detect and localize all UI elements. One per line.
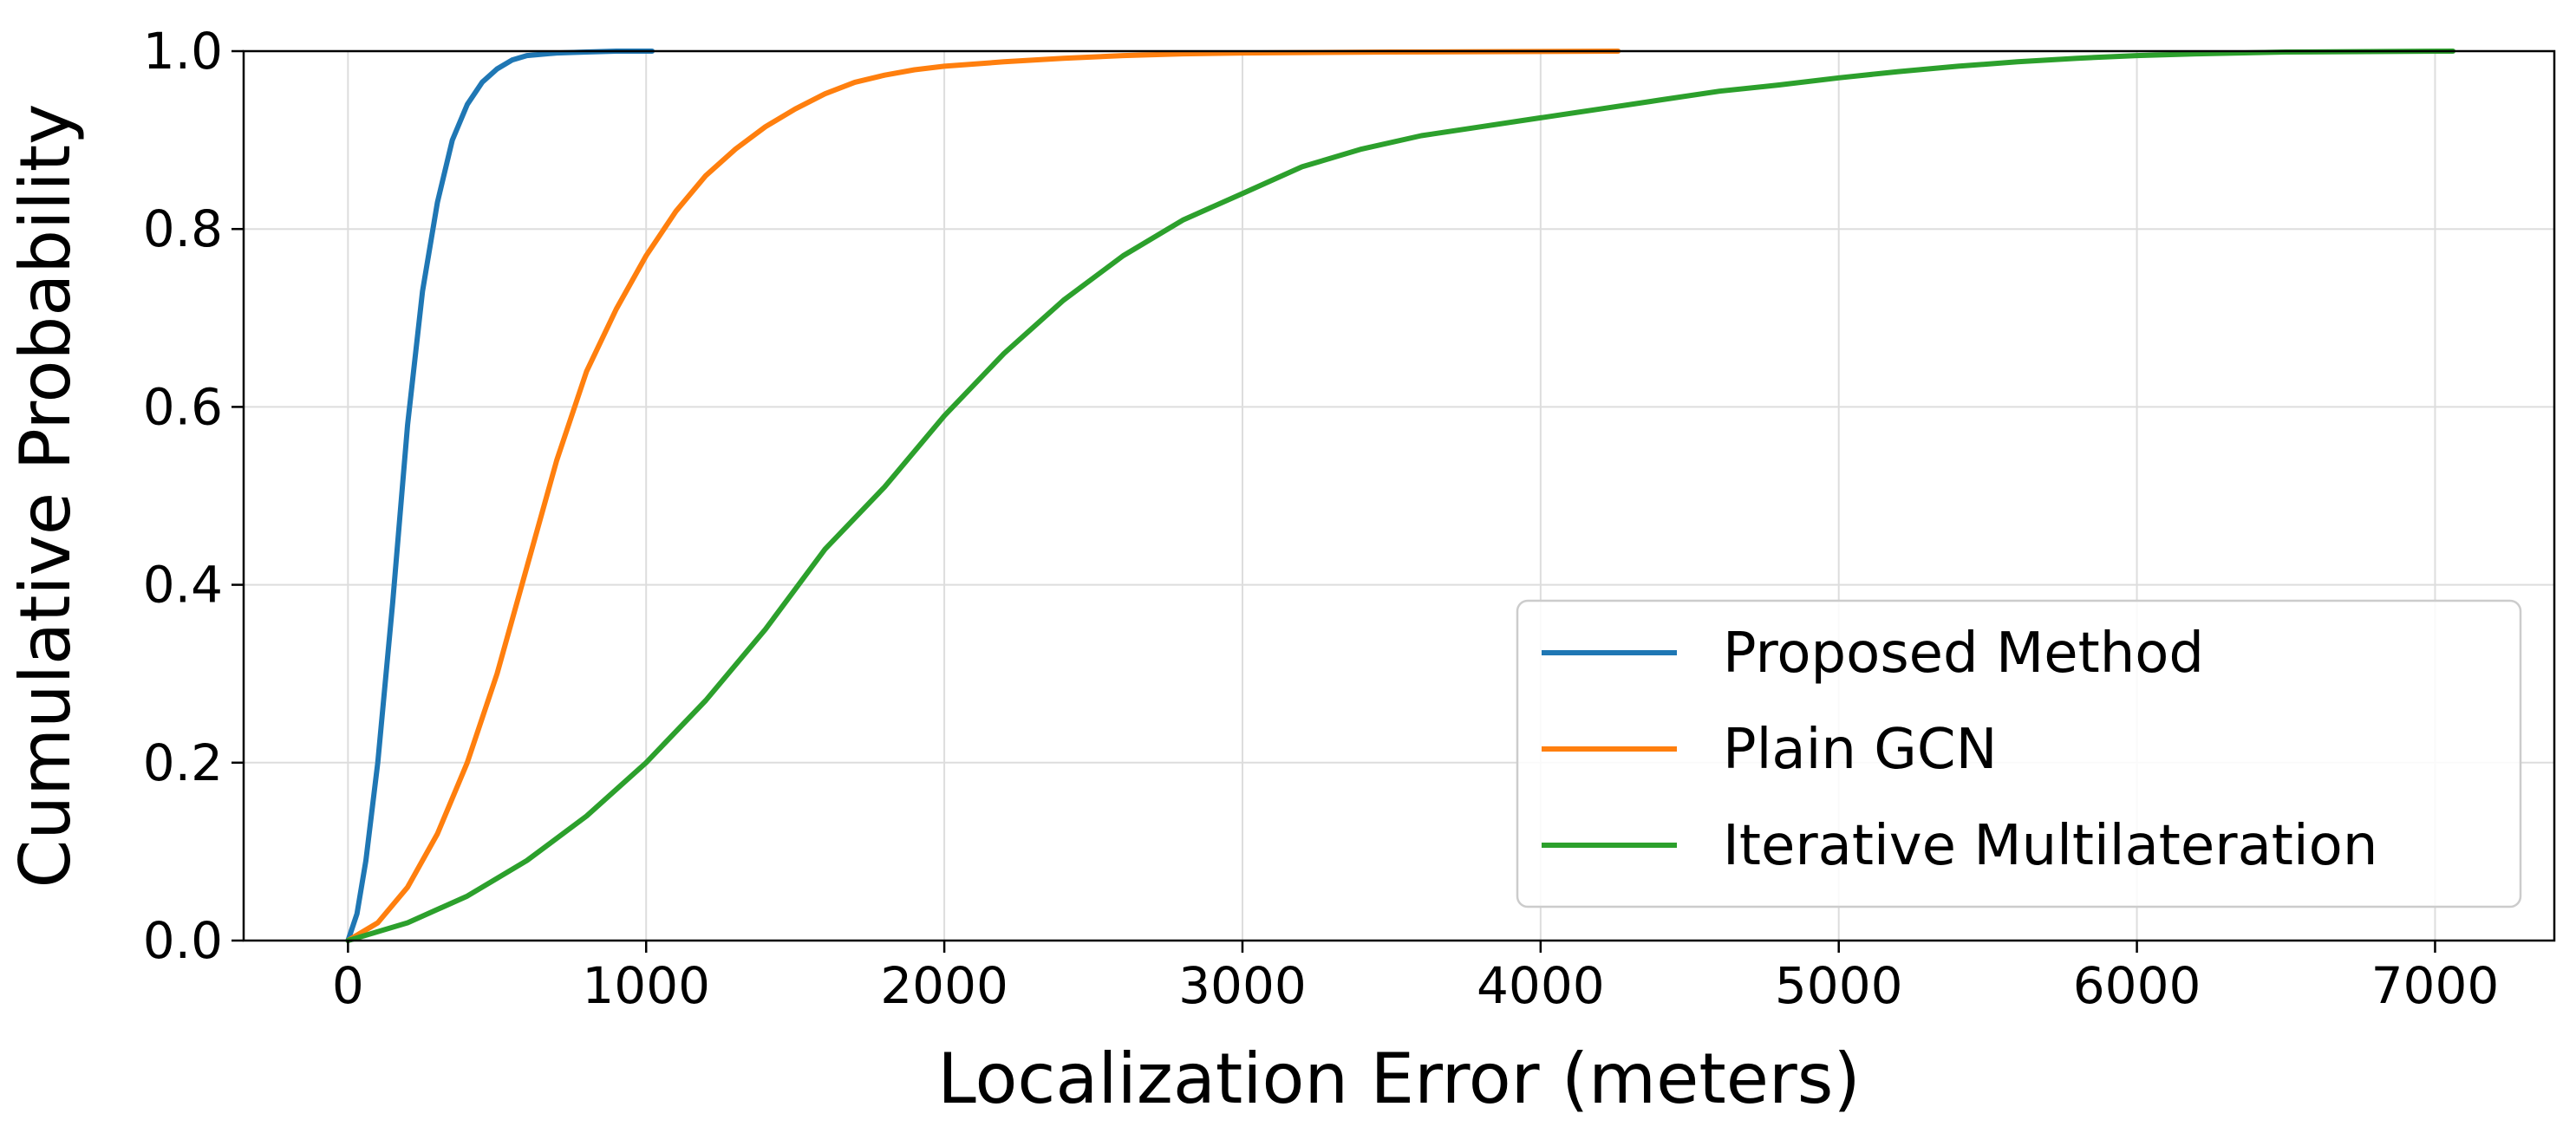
- series-line-iterative-multilateration: [345, 49, 2456, 943]
- series-line-proposed-method: [345, 49, 655, 943]
- x-tick-label: 7000: [2371, 956, 2500, 1015]
- x-axis-ticks: 0 1000 2000 3000 4000 5000 6000 7000: [332, 941, 2499, 1015]
- x-axis-label: Localization Error (meters): [937, 1039, 1860, 1119]
- y-tick-label: 0.6: [143, 377, 223, 436]
- y-axis-label: Cumulative Probability: [5, 104, 86, 889]
- x-tick-label: 5000: [1775, 956, 1903, 1015]
- legend-label: Proposed Method: [1723, 622, 2204, 686]
- x-tick-label: 6000: [2073, 956, 2201, 1015]
- y-tick-label: 1.0: [143, 22, 223, 81]
- y-tick-label: 0.8: [143, 199, 223, 258]
- x-tick-label: 1000: [582, 956, 710, 1015]
- legend-label: Iterative Multilateration: [1723, 814, 2377, 878]
- y-tick-label: 0.4: [143, 556, 223, 615]
- y-tick-label: 0.0: [143, 911, 223, 970]
- series-line-plain-gcn: [345, 49, 1621, 943]
- y-axis-ticks: 0.0 0.2 0.4 0.6 0.8 1.0: [143, 22, 244, 970]
- x-tick-label: 0: [332, 956, 364, 1015]
- x-tick-label: 3000: [1178, 956, 1307, 1015]
- legend-box: [1516, 599, 2522, 908]
- legend: Proposed Method Plain GCN Iterative Multil…: [1516, 599, 2522, 908]
- x-tick-label: 4000: [1477, 956, 1605, 1015]
- x-tick-label: 2000: [880, 956, 1008, 1015]
- y-tick-label: 0.2: [143, 733, 223, 792]
- legend-label: Plain GCN: [1723, 718, 1997, 782]
- axes-frame: [242, 49, 2556, 942]
- series-lines: [345, 49, 2456, 943]
